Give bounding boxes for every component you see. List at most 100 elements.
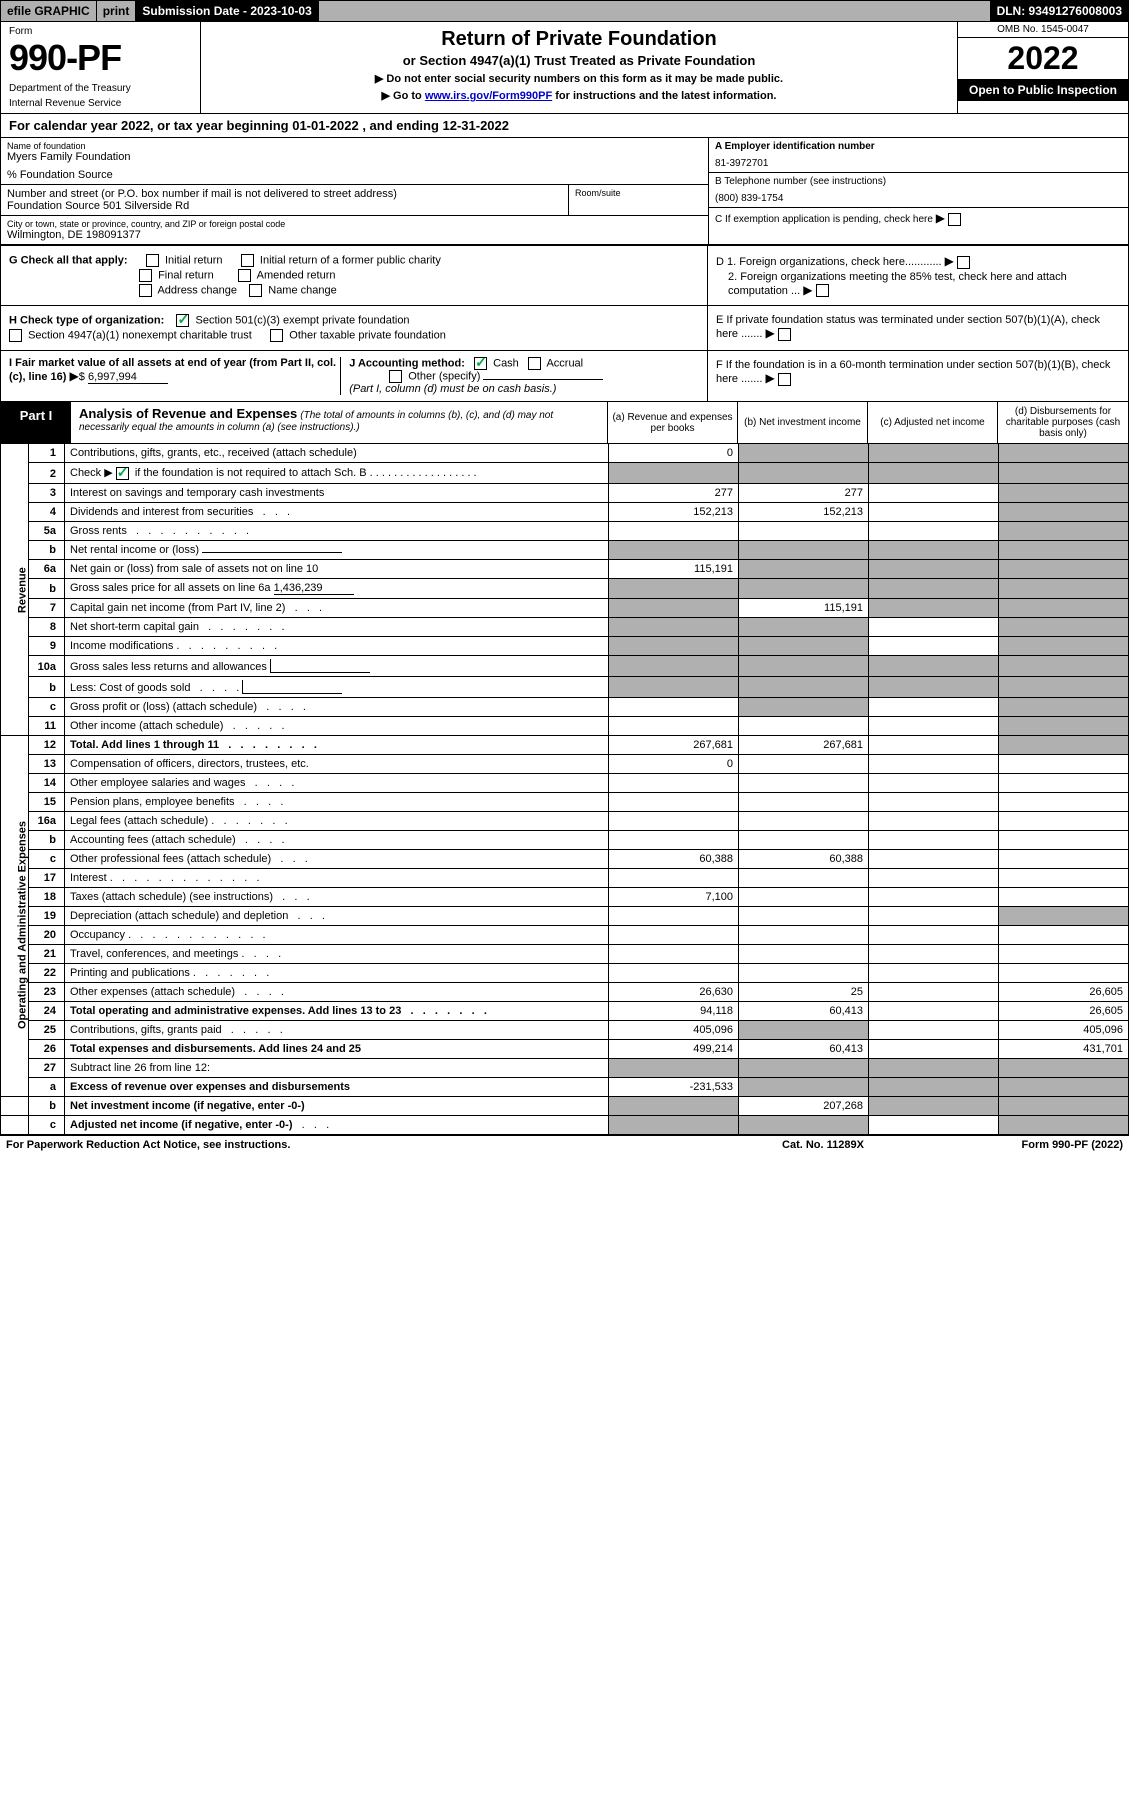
table-row: 9Income modifications . . . . . . . . . bbox=[1, 636, 1129, 655]
omb-number: OMB No. 1545-0047 bbox=[958, 22, 1128, 38]
table-row: bAccounting fees (attach schedule) . . .… bbox=[1, 830, 1129, 849]
foundation-name-cell: Name of foundation Myers Family Foundati… bbox=[1, 138, 708, 185]
table-row: 10aGross sales less returns and allowanc… bbox=[1, 655, 1129, 676]
ein-cell: A Employer identification number 81-3972… bbox=[709, 138, 1128, 173]
table-row: 22Printing and publications . . . . . . … bbox=[1, 963, 1129, 982]
check-e-section: E If private foundation status was termi… bbox=[708, 306, 1128, 350]
form-label: Form bbox=[9, 26, 192, 37]
part-1-title: Analysis of Revenue and Expenses (The to… bbox=[71, 402, 608, 443]
foreign-org-checkbox[interactable] bbox=[957, 256, 970, 269]
table-row: 7Capital gain net income (from Part IV, … bbox=[1, 598, 1129, 617]
table-row: 19Depreciation (attach schedule) and dep… bbox=[1, 906, 1129, 925]
dln-number: DLN: 93491276008003 bbox=[991, 1, 1128, 21]
year-block: OMB No. 1545-0047 2022 Open to Public In… bbox=[958, 22, 1128, 113]
table-row: 26Total expenses and disbursements. Add … bbox=[1, 1039, 1129, 1058]
final-return-checkbox[interactable] bbox=[139, 269, 152, 282]
table-row: cAdjusted net income (if negative, enter… bbox=[1, 1115, 1129, 1134]
foreign-85-checkbox[interactable] bbox=[816, 284, 829, 297]
table-row: bNet investment income (if negative, ent… bbox=[1, 1096, 1129, 1115]
irs-label: Internal Revenue Service bbox=[9, 98, 192, 109]
check-f-section: F If the foundation is in a 60-month ter… bbox=[708, 351, 1128, 401]
table-row: cOther professional fees (attach schedul… bbox=[1, 849, 1129, 868]
room-suite-cell: Room/suite bbox=[568, 185, 708, 216]
table-row: 11Other income (attach schedule) . . . .… bbox=[1, 716, 1129, 735]
table-row: aExcess of revenue over expenses and dis… bbox=[1, 1077, 1129, 1096]
initial-former-checkbox[interactable] bbox=[241, 254, 254, 267]
form-id-block: Form 990-PF Department of the Treasury I… bbox=[1, 22, 201, 113]
60month-checkbox[interactable] bbox=[778, 373, 791, 386]
efile-label: efile GRAPHIC bbox=[1, 1, 97, 21]
col-a-header: (a) Revenue and expenses per books bbox=[608, 402, 738, 443]
table-row: 20Occupancy . . . . . . . . . . . . bbox=[1, 925, 1129, 944]
sch-b-checkbox[interactable] bbox=[116, 467, 129, 480]
calendar-year-row: For calendar year 2022, or tax year begi… bbox=[0, 114, 1129, 138]
table-row: 21Travel, conferences, and meetings . . … bbox=[1, 944, 1129, 963]
table-row: 27Subtract line 26 from line 12: bbox=[1, 1058, 1129, 1077]
spacer bbox=[319, 1, 991, 21]
initial-return-checkbox[interactable] bbox=[146, 254, 159, 267]
revenue-vertical-label: Revenue bbox=[1, 444, 29, 735]
part-1-label: Part I bbox=[1, 402, 71, 443]
table-row: 23Other expenses (attach schedule) . . .… bbox=[1, 982, 1129, 1001]
col-c-header: (c) Adjusted net income bbox=[868, 402, 998, 443]
other-taxable-checkbox[interactable] bbox=[270, 329, 283, 342]
table-row: bGross sales price for all assets on lin… bbox=[1, 578, 1129, 598]
4947-checkbox[interactable] bbox=[9, 329, 22, 342]
table-row: 2 Check ▶ if the foundation is not requi… bbox=[1, 463, 1129, 484]
name-change-checkbox[interactable] bbox=[249, 284, 262, 297]
check-d-section: D 1. Foreign organizations, check here..… bbox=[708, 246, 1128, 305]
sub-title: or Section 4947(a)(1) Trust Treated as P… bbox=[207, 53, 951, 68]
table-row: 25Contributions, gifts, grants paid . . … bbox=[1, 1020, 1129, 1039]
cash-checkbox[interactable] bbox=[474, 357, 487, 370]
instruction-2: ▶ Go to www.irs.gov/Form990PF for instru… bbox=[207, 89, 951, 102]
tax-year: 2022 bbox=[958, 38, 1128, 79]
table-row: 17Interest . . . . . . . . . . . . . bbox=[1, 868, 1129, 887]
form-ref: Form 990-PF (2022) bbox=[923, 1139, 1123, 1151]
table-row: cGross profit or (loss) (attach schedule… bbox=[1, 697, 1129, 716]
other-method-checkbox[interactable] bbox=[389, 370, 402, 383]
city-cell: City or town, state or province, country… bbox=[1, 216, 708, 244]
expenses-vertical-label: Operating and Administrative Expenses bbox=[1, 754, 29, 1096]
main-title: Return of Private Foundation bbox=[207, 28, 951, 51]
table-row: 18Taxes (attach schedule) (see instructi… bbox=[1, 887, 1129, 906]
table-row: Revenue 1 Contributions, gifts, grants, … bbox=[1, 444, 1129, 463]
table-row: 16aLegal fees (attach schedule) . . . . … bbox=[1, 811, 1129, 830]
fmv-value: 6,997,994 bbox=[88, 371, 168, 384]
open-inspection: Open to Public Inspection bbox=[958, 79, 1128, 101]
exemption-checkbox[interactable] bbox=[948, 213, 961, 226]
table-row: 12Total. Add lines 1 through 11 . . . . … bbox=[1, 735, 1129, 754]
501c3-checkbox[interactable] bbox=[176, 314, 189, 327]
accrual-checkbox[interactable] bbox=[528, 357, 541, 370]
print-button[interactable]: print bbox=[97, 1, 137, 21]
table-row: bNet rental income or (loss) bbox=[1, 540, 1129, 559]
check-ij-section: I Fair market value of all assets at end… bbox=[1, 351, 708, 401]
table-row: 14Other employee salaries and wages . . … bbox=[1, 773, 1129, 792]
table-row: 24Total operating and administrative exp… bbox=[1, 1001, 1129, 1020]
instruction-1: ▶ Do not enter social security numbers o… bbox=[207, 72, 951, 85]
table-row: 6aNet gain or (loss) from sale of assets… bbox=[1, 559, 1129, 578]
revenue-expenses-table: Revenue 1 Contributions, gifts, grants, … bbox=[0, 444, 1129, 1135]
table-row: 4Dividends and interest from securities … bbox=[1, 502, 1129, 521]
form-number: 990-PF bbox=[9, 37, 192, 79]
submission-date: Submission Date - 2023-10-03 bbox=[136, 1, 318, 21]
check-h-section: H Check type of organization: Section 50… bbox=[1, 306, 708, 350]
table-row: bLess: Cost of goods sold . . . . bbox=[1, 676, 1129, 697]
check-g-section: G Check all that apply: Initial return I… bbox=[1, 246, 708, 305]
address-cell: Number and street (or P.O. box number if… bbox=[1, 185, 568, 216]
cat-number: Cat. No. 11289X bbox=[723, 1139, 923, 1151]
table-row: 15Pension plans, employee benefits . . .… bbox=[1, 792, 1129, 811]
irs-link[interactable]: www.irs.gov/Form990PF bbox=[425, 90, 552, 102]
phone-cell: B Telephone number (see instructions) (8… bbox=[709, 173, 1128, 208]
table-row: Operating and Administrative Expenses 13… bbox=[1, 754, 1129, 773]
table-row: 3Interest on savings and temporary cash … bbox=[1, 483, 1129, 502]
col-d-header: (d) Disbursements for charitable purpose… bbox=[998, 402, 1128, 443]
terminated-checkbox[interactable] bbox=[778, 328, 791, 341]
table-row: 8Net short-term capital gain . . . . . .… bbox=[1, 617, 1129, 636]
address-change-checkbox[interactable] bbox=[139, 284, 152, 297]
paperwork-notice: For Paperwork Reduction Act Notice, see … bbox=[6, 1139, 723, 1151]
amended-return-checkbox[interactable] bbox=[238, 269, 251, 282]
exemption-cell: C If exemption application is pending, c… bbox=[709, 208, 1128, 229]
title-block: Return of Private Foundation or Section … bbox=[201, 22, 958, 113]
dept-treasury: Department of the Treasury bbox=[9, 83, 192, 94]
col-b-header: (b) Net investment income bbox=[738, 402, 868, 443]
